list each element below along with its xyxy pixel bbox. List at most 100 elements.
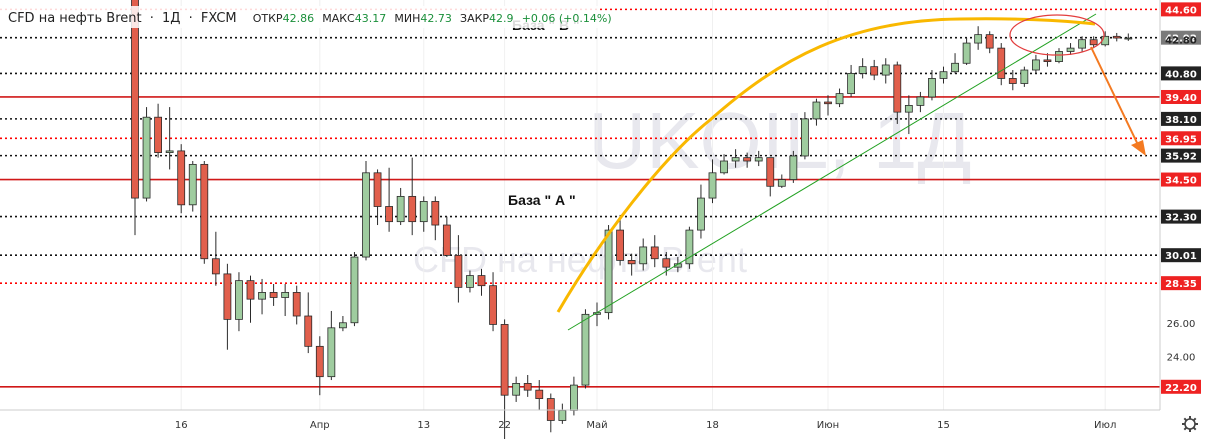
- price-tag-bg: [1161, 379, 1201, 394]
- candle: [881, 58, 890, 84]
- candle: [477, 268, 486, 296]
- candle: [535, 380, 544, 411]
- price-level-label: 42.80: [1165, 36, 1197, 47]
- candle: [315, 336, 324, 396]
- price-level-label: 30.01: [1165, 251, 1197, 262]
- candle: [142, 107, 151, 202]
- down-arrow: [1090, 46, 1146, 156]
- price-tag-bg: [1161, 111, 1201, 126]
- price-level-label: 42.92: [1165, 34, 1197, 45]
- price-tag-bg: [1161, 209, 1201, 224]
- low-value: 42.73: [420, 12, 452, 25]
- candle: [269, 284, 278, 306]
- candle: [223, 263, 232, 350]
- candle: [292, 285, 301, 325]
- candle: [1043, 53, 1052, 67]
- candle: [974, 26, 983, 50]
- price-level-label: 22.20: [1165, 383, 1197, 394]
- price-level-label: 32.30: [1165, 213, 1197, 224]
- price-level-label: 39.40: [1165, 93, 1197, 104]
- candle: [396, 187, 405, 226]
- candle: [928, 70, 936, 101]
- candle: [824, 95, 832, 116]
- y-tick-label: 24.00: [1167, 352, 1196, 363]
- candle: [211, 231, 220, 286]
- candle: [1055, 48, 1063, 64]
- candle: [616, 214, 624, 266]
- rounding-arc: [556, 17, 1096, 313]
- candles: [131, 0, 1133, 440]
- change-value: +0.06 (+0.14%): [522, 12, 612, 25]
- x-tick-label: 16: [175, 420, 188, 431]
- candle: [188, 161, 197, 212]
- candle: [419, 196, 428, 232]
- x-tick-label: 18: [706, 420, 719, 431]
- candle: [951, 53, 959, 74]
- candle: [385, 167, 394, 232]
- candle: [962, 38, 971, 65]
- price-tag-bg: [1161, 276, 1201, 291]
- candle: [847, 64, 855, 97]
- candle: [708, 159, 717, 204]
- candle: [235, 272, 243, 332]
- candle: [154, 103, 163, 158]
- x-tick-label: 13: [417, 420, 430, 431]
- x-tick-label: Июл: [1094, 420, 1116, 431]
- candle: [1032, 54, 1040, 74]
- candle: [777, 174, 786, 188]
- highlight-ellipse: [1009, 14, 1105, 56]
- candle: [731, 149, 740, 168]
- candle: [685, 226, 694, 269]
- candle: [789, 150, 798, 183]
- price-tag-bg: [1161, 2, 1201, 17]
- candle: [1020, 66, 1029, 87]
- candle: [754, 150, 763, 167]
- price-level-label: 35.92: [1165, 152, 1197, 163]
- candle: [858, 58, 867, 79]
- price-tag-bg: [1161, 66, 1201, 81]
- candle: [766, 157, 775, 197]
- candle: [362, 161, 370, 261]
- candle: [500, 319, 509, 440]
- candle: [697, 184, 705, 239]
- price-tag-bg: [1161, 248, 1201, 263]
- candle: [454, 235, 463, 303]
- close-value: 42.9: [489, 12, 514, 25]
- high-value: 43.17: [355, 12, 387, 25]
- candle: [408, 157, 417, 236]
- candle: [246, 275, 255, 323]
- price-level-label: 36.95: [1165, 134, 1197, 145]
- candle: [200, 161, 209, 264]
- gear-icon[interactable]: [1182, 416, 1198, 432]
- candle: [835, 88, 844, 108]
- candle: [1066, 43, 1075, 55]
- y-tick-label: 26.00: [1167, 319, 1196, 330]
- candle: [1089, 36, 1098, 49]
- candle: [904, 95, 913, 135]
- candle: [1124, 33, 1133, 41]
- candle: [442, 216, 451, 258]
- candle: [1008, 70, 1017, 91]
- candle: [489, 272, 497, 332]
- price-level-label: 28.35: [1165, 279, 1197, 290]
- candle: [281, 284, 290, 317]
- data-source: FXCM: [201, 11, 237, 26]
- uptrend-line: [567, 13, 1097, 331]
- x-tick-label: Май: [586, 420, 607, 431]
- price-tag-bg: [1161, 148, 1201, 163]
- price-tag-bg: [1161, 172, 1201, 187]
- candle: [165, 107, 174, 170]
- candle: [627, 253, 636, 276]
- candle: [431, 196, 440, 241]
- candle: [373, 169, 382, 226]
- price-tag-bg: [1161, 30, 1201, 45]
- candle: [604, 225, 613, 320]
- candle: [650, 235, 659, 268]
- candle: [801, 112, 809, 160]
- candle: [327, 310, 336, 381]
- candle: [338, 316, 347, 332]
- x-tick-label: 22: [498, 420, 511, 431]
- candle: [177, 144, 186, 214]
